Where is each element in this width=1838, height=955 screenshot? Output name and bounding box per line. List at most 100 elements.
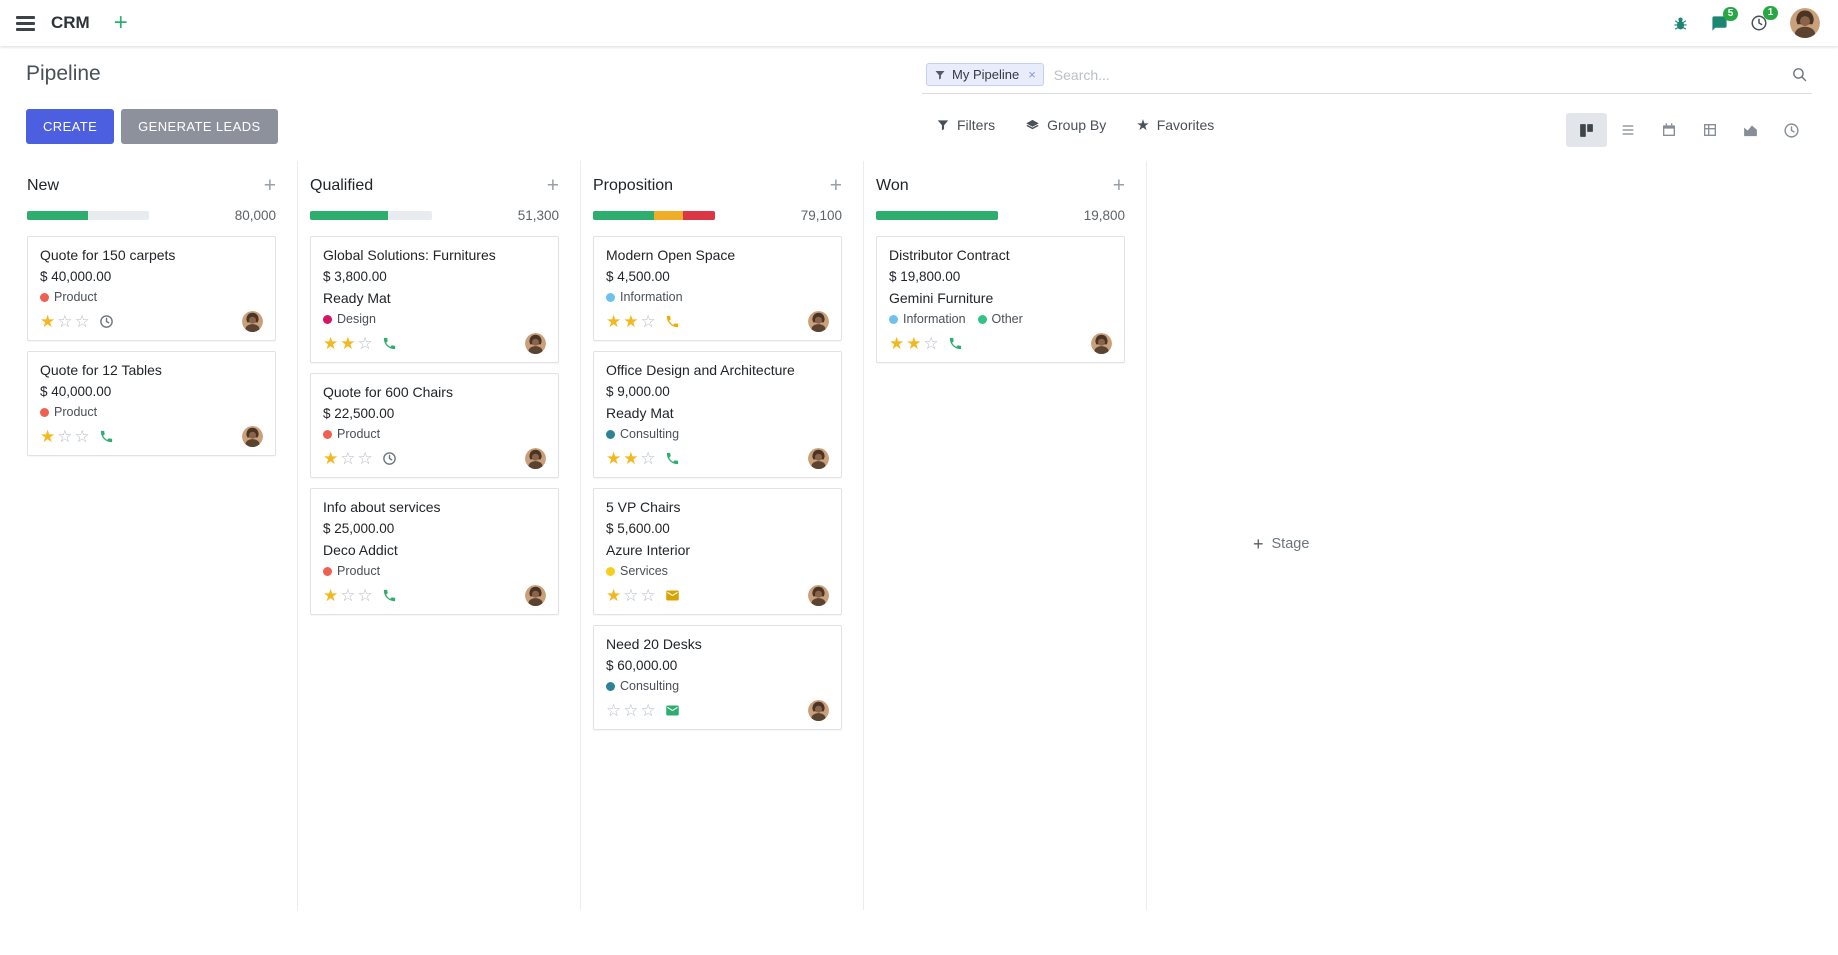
star-empty-icon[interactable]: ☆ — [923, 334, 939, 353]
filters-menu[interactable]: Filters — [936, 117, 995, 133]
tag[interactable]: Product — [323, 427, 380, 441]
create-button[interactable]: CREATE — [26, 108, 115, 144]
kanban-card[interactable]: Global Solutions: Furnitures $ 3,800.00 … — [310, 236, 559, 363]
star-empty-icon[interactable]: ☆ — [640, 701, 656, 720]
calendar-view-button[interactable] — [1648, 113, 1689, 147]
kanban-card[interactable]: Office Design and Architecture $ 9,000.0… — [593, 351, 842, 478]
add-record-icon[interactable]: + — [546, 174, 559, 197]
star-empty-icon[interactable]: ☆ — [640, 586, 656, 605]
column-title[interactable]: Proposition — [593, 176, 674, 194]
kanban-card[interactable]: Quote for 600 Chairs $ 22,500.00 Product… — [310, 373, 559, 478]
bug-icon[interactable] — [1672, 15, 1689, 32]
star-filled-icon[interactable]: ★ — [606, 449, 622, 468]
envelope-icon[interactable] — [665, 588, 680, 603]
tag[interactable]: Product — [40, 290, 97, 304]
star-filled-icon[interactable]: ★ — [323, 449, 339, 468]
kanban-card[interactable]: Distributor Contract $ 19,800.00 Gemini … — [876, 236, 1125, 363]
star-empty-icon[interactable]: ☆ — [74, 427, 90, 446]
star-empty-icon[interactable]: ☆ — [623, 701, 639, 720]
tag[interactable]: Information — [889, 312, 966, 326]
kanban-card[interactable]: Modern Open Space $ 4,500.00 Information… — [593, 236, 842, 341]
priority-stars[interactable]: ★ ☆ ☆ — [40, 428, 90, 445]
star-filled-icon[interactable]: ★ — [623, 312, 639, 331]
star-empty-icon[interactable]: ☆ — [340, 586, 356, 605]
tag[interactable]: Product — [323, 564, 380, 578]
envelope-icon[interactable] — [665, 703, 680, 718]
clock-icon[interactable] — [382, 451, 397, 466]
column-progressbar[interactable] — [27, 211, 149, 220]
priority-stars[interactable]: ★ ☆ ☆ — [323, 587, 373, 604]
column-title[interactable]: Qualified — [310, 176, 374, 194]
progress-segment-success[interactable] — [593, 211, 654, 220]
tag[interactable]: Product — [40, 405, 97, 419]
add-record-icon[interactable]: + — [1112, 174, 1125, 197]
search-bar[interactable]: My Pipeline × — [922, 62, 1812, 94]
generate-leads-button[interactable]: GENERATE LEADS — [121, 108, 278, 144]
column-progressbar[interactable] — [593, 211, 715, 220]
tag[interactable]: Design — [323, 312, 376, 326]
phone-icon[interactable] — [665, 451, 680, 466]
search-input[interactable] — [1043, 63, 1791, 86]
column-title[interactable]: New — [27, 176, 60, 194]
star-empty-icon[interactable]: ☆ — [623, 586, 639, 605]
quick-create-icon[interactable]: + — [113, 9, 128, 36]
column-title[interactable]: Won — [876, 176, 909, 194]
progress-segment-danger[interactable] — [683, 211, 715, 220]
kanban-card[interactable]: Quote for 12 Tables $ 40,000.00 Product … — [27, 351, 276, 456]
tag[interactable]: Other — [977, 312, 1023, 326]
kanban-card[interactable]: Need 20 Desks $ 60,000.00 Consulting ☆ ☆ ☆ — [593, 625, 842, 730]
star-filled-icon[interactable]: ★ — [40, 312, 56, 331]
kanban-card[interactable]: Info about services $ 25,000.00 Deco Add… — [310, 488, 559, 615]
priority-stars[interactable]: ★ ★ ☆ — [606, 313, 656, 330]
search-icon[interactable] — [1791, 66, 1808, 83]
star-empty-icon[interactable]: ☆ — [74, 312, 90, 331]
kanban-card[interactable]: Quote for 150 carpets $ 40,000.00 Produc… — [27, 236, 276, 341]
progress-segment-success[interactable] — [27, 211, 88, 220]
star-empty-icon[interactable]: ☆ — [640, 449, 656, 468]
priority-stars[interactable]: ★ ☆ ☆ — [323, 450, 373, 467]
phone-icon[interactable] — [665, 314, 680, 329]
star-filled-icon[interactable]: ★ — [606, 586, 622, 605]
progress-segment-success[interactable] — [876, 211, 998, 220]
star-empty-icon[interactable]: ☆ — [57, 312, 73, 331]
messages-icon[interactable]: 5 — [1711, 6, 1738, 32]
graph-view-button[interactable] — [1730, 113, 1771, 147]
star-empty-icon[interactable]: ☆ — [357, 449, 373, 468]
clock-icon[interactable] — [99, 314, 114, 329]
list-view-button[interactable] — [1607, 113, 1648, 147]
tag[interactable]: Information — [606, 290, 683, 304]
column-progressbar[interactable] — [876, 211, 998, 220]
kanban-view-button[interactable] — [1566, 113, 1607, 147]
star-empty-icon[interactable]: ☆ — [357, 334, 373, 353]
star-filled-icon[interactable]: ★ — [606, 312, 622, 331]
column-progressbar[interactable] — [310, 211, 432, 220]
pivot-view-button[interactable] — [1689, 113, 1730, 147]
kanban-card[interactable]: 5 VP Chairs $ 5,600.00 Azure Interior Se… — [593, 488, 842, 615]
group-by-menu[interactable]: Group By — [1025, 117, 1106, 133]
star-filled-icon[interactable]: ★ — [340, 334, 356, 353]
phone-icon[interactable] — [382, 588, 397, 603]
add-record-icon[interactable]: + — [263, 174, 276, 197]
menu-icon[interactable] — [16, 15, 35, 31]
priority-stars[interactable]: ★ ★ ☆ — [606, 450, 656, 467]
phone-icon[interactable] — [382, 336, 397, 351]
priority-stars[interactable]: ★ ★ ☆ — [323, 335, 373, 352]
tag[interactable]: Consulting — [606, 679, 679, 693]
star-filled-icon[interactable]: ★ — [889, 334, 905, 353]
priority-stars[interactable]: ★ ☆ ☆ — [40, 313, 90, 330]
star-filled-icon[interactable]: ★ — [323, 586, 339, 605]
search-facet[interactable]: My Pipeline × — [926, 63, 1044, 86]
star-filled-icon[interactable]: ★ — [906, 334, 922, 353]
star-filled-icon[interactable]: ★ — [40, 427, 56, 446]
progress-segment-success[interactable] — [310, 211, 389, 220]
tag[interactable]: Services — [606, 564, 668, 578]
priority-stars[interactable]: ★ ★ ☆ — [889, 335, 939, 352]
star-empty-icon[interactable]: ☆ — [340, 449, 356, 468]
priority-stars[interactable]: ☆ ☆ ☆ — [606, 702, 656, 719]
phone-icon[interactable] — [99, 429, 114, 444]
tag[interactable]: Consulting — [606, 427, 679, 441]
star-empty-icon[interactable]: ☆ — [357, 586, 373, 605]
user-avatar[interactable] — [1790, 8, 1820, 38]
star-empty-icon[interactable]: ☆ — [606, 701, 622, 720]
progress-segment-warning[interactable] — [654, 211, 684, 220]
